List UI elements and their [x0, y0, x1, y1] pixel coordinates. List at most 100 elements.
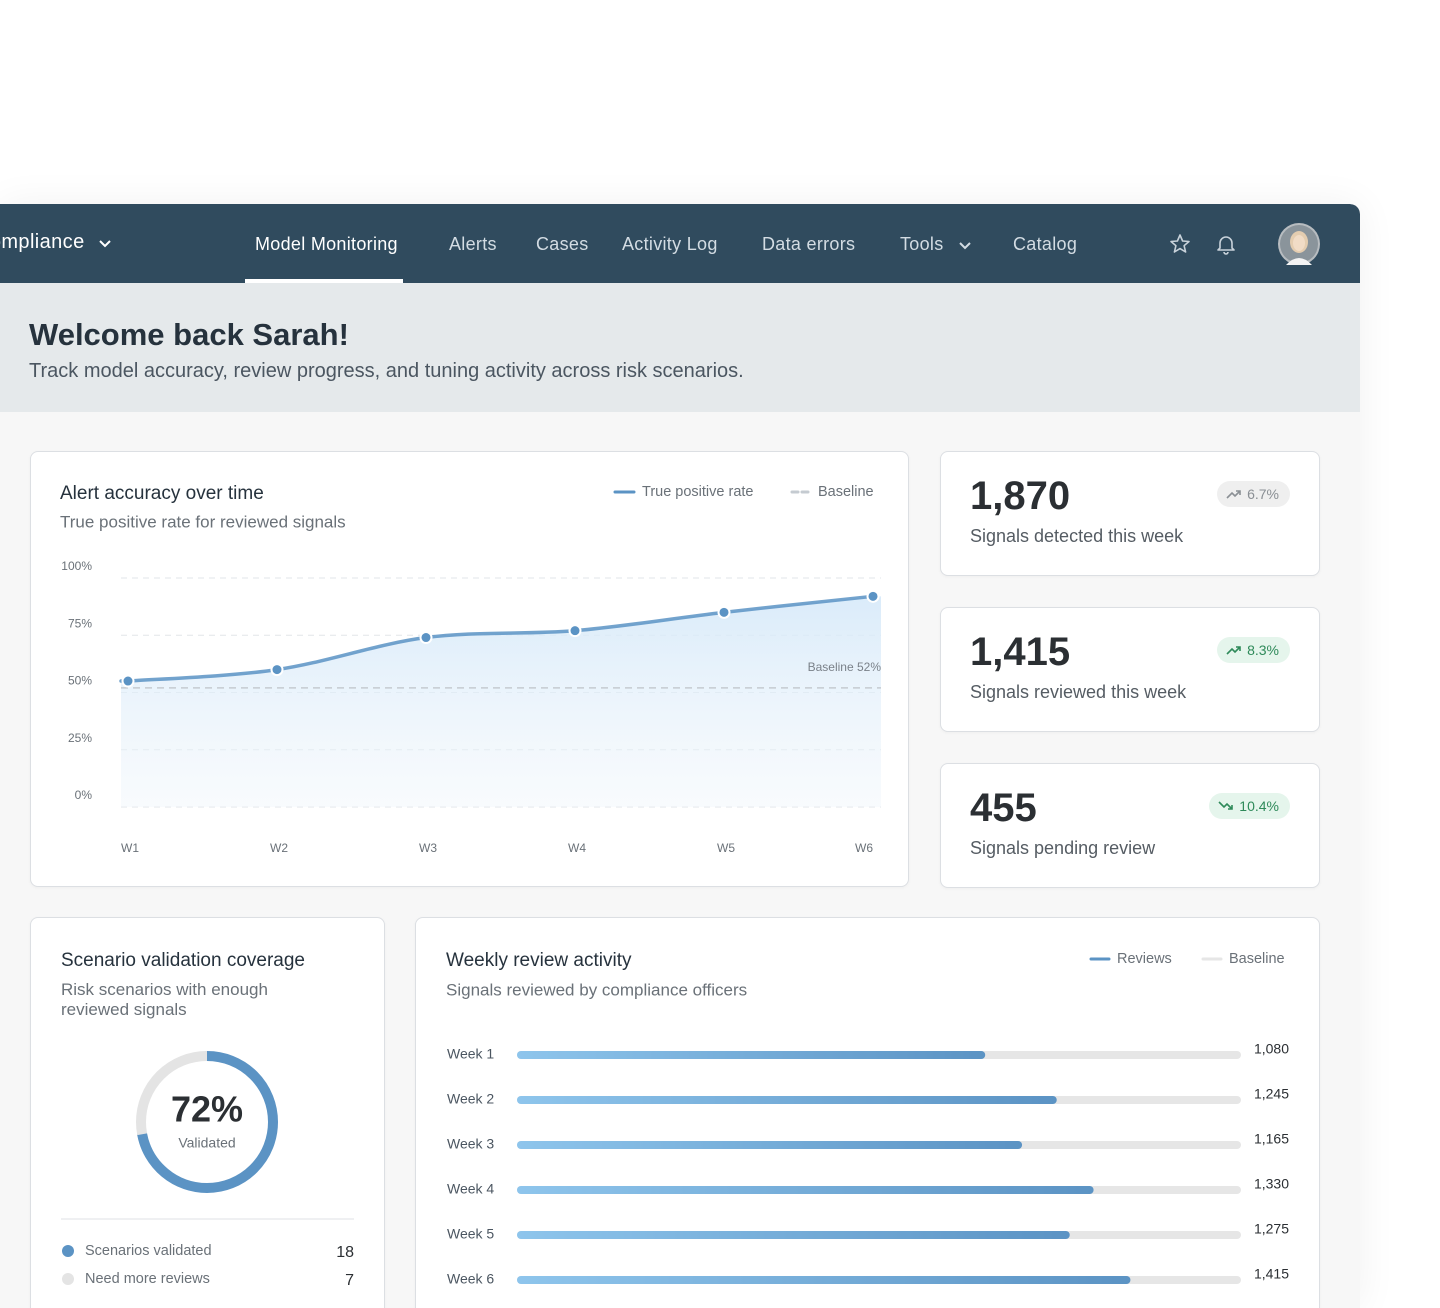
bar: [517, 1096, 1057, 1104]
bar: [517, 1051, 986, 1059]
x-tick-label: W2: [270, 841, 288, 855]
kpi-value: 1,870: [970, 474, 1071, 518]
legend-dot: [62, 1245, 74, 1257]
value-label: 1,275: [1254, 1221, 1289, 1237]
trend-icon: [1226, 490, 1241, 499]
legend-label: Reviews: [1117, 951, 1172, 967]
accuracy-card: Alert accuracy over time True positive ra…: [30, 451, 909, 887]
x-tick-label: W4: [568, 841, 586, 855]
data-point: [717, 605, 731, 619]
y-tick-label: Week 1: [447, 1046, 494, 1062]
bar: [517, 1141, 1023, 1149]
data-point: [270, 663, 284, 677]
y-tick-label: Week 2: [447, 1091, 494, 1107]
bar: [517, 1231, 1070, 1239]
legend-label: Baseline: [818, 484, 874, 500]
app-window: Compliance Model Monitoring Alerts Cases Ac…: [0, 204, 1360, 1308]
favorite-icon[interactable]: [1169, 233, 1191, 255]
chart-subtitle: True positive rate for reviewed signals: [60, 512, 346, 531]
nav-tab[interactable]: Alerts: [449, 234, 497, 254]
trend-icon: [1226, 646, 1241, 655]
data-point: [121, 674, 135, 688]
welcome-title: Welcome back Sarah!: [29, 317, 349, 352]
nav-tab[interactable]: Tools: [900, 234, 944, 254]
kpi-change-badge: 10.4%: [1209, 793, 1290, 819]
value-label: 1,330: [1254, 1176, 1289, 1192]
legend-label: Scenarios validated: [85, 1243, 212, 1259]
welcome-subtitle: Track model accuracy, review progress, a…: [29, 360, 744, 382]
area: [121, 596, 881, 807]
y-tick-label: Week 3: [447, 1136, 494, 1152]
chart-subtitle: Risk scenarios with enough reviewed sign…: [61, 980, 268, 1019]
data-point: [419, 631, 433, 645]
kpi-change-badge: 8.3%: [1217, 637, 1290, 663]
coverage-chart: Scenario validation coverage Risk scenari…: [61, 950, 354, 1289]
kpi-label: Signals detected this week: [970, 526, 1184, 546]
kpi-card: 455 Signals pending review 10.4%: [940, 763, 1320, 888]
tools-chevron: [959, 242, 971, 250]
coverage-card: Scenario validation coverage Risk scenari…: [30, 917, 385, 1308]
trend-arrow: [1226, 490, 1241, 499]
legend-value: 18: [336, 1244, 354, 1261]
data-point: [866, 589, 880, 603]
kpi-card: 1,870 Signals detected this week 6.7%: [940, 451, 1320, 576]
value-label: 1,080: [1254, 1041, 1289, 1057]
y-tick-label: 75%: [68, 616, 92, 630]
y-tick-label: Week 6: [447, 1271, 494, 1287]
kpi-label: Signals pending review: [970, 838, 1156, 858]
chart-title: Alert accuracy over time: [60, 483, 264, 504]
notifications-icon[interactable]: [1215, 233, 1237, 255]
baseline-label: Baseline 52%: [808, 660, 882, 674]
value-label: 1,165: [1254, 1131, 1289, 1147]
legend-label: Need more reviews: [85, 1271, 210, 1287]
nav-tab[interactable]: Model Monitoring: [255, 234, 398, 254]
chart-title: Scenario validation coverage: [61, 950, 305, 971]
change-value: 6.7%: [1247, 486, 1279, 502]
legend-dot: [62, 1273, 74, 1285]
welcome-header: Welcome back Sarah! Track model accuracy…: [0, 283, 1360, 412]
data-point: [568, 624, 582, 638]
review-chart: Weekly review activity Signals reviewed b…: [446, 950, 1289, 1287]
brand[interactable]: Compliance: [0, 231, 85, 253]
review-card: Weekly review activity Signals reviewed b…: [415, 917, 1320, 1308]
change-value: 10.4%: [1239, 798, 1279, 814]
chevron: [959, 242, 971, 250]
chart-subtitle: Signals reviewed by compliance officers: [446, 980, 747, 999]
line: [119, 594, 875, 683]
trend-icon: [1218, 801, 1234, 810]
kpi-card: 1,415 Signals reviewed this week 8.3%: [940, 607, 1320, 732]
y-tick-label: Week 4: [447, 1181, 494, 1197]
donut-center-caption: Validated: [178, 1135, 235, 1151]
value-label: 1,245: [1254, 1086, 1289, 1102]
user-avatar[interactable]: [1278, 223, 1320, 265]
legend-value: 7: [345, 1272, 354, 1289]
nav-tab[interactable]: Catalog: [1013, 234, 1078, 254]
active-tab-indicator: [245, 279, 403, 283]
trend-arrow: [1226, 646, 1241, 655]
donut-segment: [136, 1051, 278, 1193]
top-nav: Compliance Model Monitoring Alerts Cases Ac…: [0, 204, 1360, 283]
subtitle-box: Risk scenarios with enough reviewed sign…: [61, 980, 268, 1019]
trend-arrow: [1218, 801, 1234, 810]
legend-label: Baseline: [1229, 951, 1285, 967]
x-tick-label: W6: [855, 841, 873, 855]
kpi-value: 1,415: [970, 630, 1071, 674]
kpi-change-badge: 6.7%: [1217, 481, 1290, 507]
y-tick-label: Week 5: [447, 1226, 494, 1242]
kpi-label: Signals reviewed this week: [970, 682, 1187, 702]
x-tick-label: W1: [121, 841, 139, 855]
legend-label: True positive rate: [642, 484, 753, 500]
y-tick-label: 100%: [61, 559, 92, 573]
kpi-value: 455: [970, 786, 1037, 830]
y-tick-label: 0%: [75, 788, 93, 802]
x-tick-label: W3: [419, 841, 437, 855]
nav-tab[interactable]: Activity Log: [622, 234, 718, 254]
nav-tab[interactable]: Data errors: [762, 234, 856, 254]
bar: [517, 1186, 1094, 1194]
y-tick-label: 25%: [68, 731, 92, 745]
brand-chevron[interactable]: [98, 239, 112, 249]
nav-tab[interactable]: Cases: [536, 234, 589, 254]
y-tick-label: 50%: [68, 674, 92, 688]
chart-title: Weekly review activity: [446, 950, 632, 971]
